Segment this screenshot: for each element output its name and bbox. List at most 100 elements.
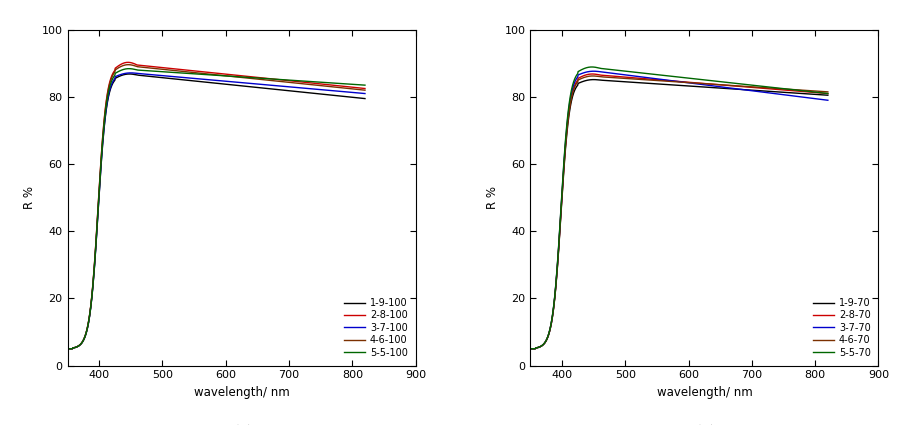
4-6-70 [587, 74, 598, 79]
X-axis label: wavelength/ nm: wavelength/ nm [194, 386, 289, 399]
5-5-70 [543, 332, 554, 337]
Line: 1-9-70: 1-9-70 [531, 79, 828, 348]
1-9-70 [714, 85, 725, 91]
2-8-100 [235, 73, 246, 78]
3-7-100 [125, 70, 136, 75]
Line: 5-5-100: 5-5-100 [68, 69, 365, 348]
3-7-100 [62, 346, 73, 351]
1-9-100 [252, 85, 263, 90]
4-6-100 [359, 88, 370, 93]
Line: 2-8-70: 2-8-70 [531, 74, 828, 348]
2-8-70 [714, 82, 725, 88]
3-7-70 [698, 82, 709, 87]
2-8-70 [751, 85, 761, 90]
3-7-70 [714, 84, 725, 89]
Line: 4-6-100: 4-6-100 [68, 65, 365, 348]
3-7-100 [319, 88, 330, 93]
2-8-70 [698, 81, 709, 86]
5-5-100 [252, 76, 263, 81]
3-7-70 [751, 89, 761, 94]
3-7-100 [288, 85, 299, 90]
1-9-100 [80, 332, 91, 337]
2-8-70 [543, 332, 554, 337]
3-7-100 [359, 91, 370, 96]
1-9-70 [698, 85, 709, 90]
4-6-70 [714, 82, 725, 87]
3-7-70 [823, 98, 833, 103]
5-5-70 [698, 77, 709, 82]
1-9-100 [319, 92, 330, 97]
1-9-100 [288, 89, 299, 94]
4-6-70 [543, 332, 554, 337]
Text: (b): (b) [694, 424, 715, 425]
4-6-70 [781, 87, 792, 92]
1-9-100 [359, 96, 370, 101]
Line: 4-6-70: 4-6-70 [531, 76, 828, 348]
Line: 3-7-70: 3-7-70 [531, 71, 828, 348]
2-8-70 [587, 71, 597, 76]
1-9-100 [243, 84, 254, 89]
1-9-70 [706, 85, 717, 90]
4-6-70 [525, 346, 536, 351]
2-8-70 [525, 346, 536, 351]
5-5-70 [706, 78, 717, 83]
Y-axis label: R %: R % [23, 186, 36, 209]
5-5-70 [714, 79, 725, 84]
X-axis label: wavelength/ nm: wavelength/ nm [657, 386, 752, 399]
5-5-100 [288, 78, 299, 83]
1-9-100 [235, 83, 246, 88]
5-5-100 [123, 66, 134, 71]
3-7-100 [243, 81, 254, 86]
1-9-70 [588, 77, 599, 82]
5-5-70 [823, 91, 833, 96]
2-8-100 [319, 82, 330, 87]
4-6-100 [243, 76, 254, 81]
Line: 2-8-100: 2-8-100 [68, 62, 365, 348]
1-9-70 [823, 93, 833, 98]
2-8-100 [359, 86, 370, 91]
3-7-70 [588, 69, 599, 74]
5-5-100 [319, 80, 330, 85]
1-9-70 [525, 346, 536, 351]
4-6-70 [751, 85, 761, 90]
2-8-100 [288, 79, 299, 84]
2-8-70 [781, 88, 792, 93]
1-9-70 [543, 332, 554, 337]
4-6-100 [319, 83, 330, 88]
2-8-70 [706, 82, 717, 87]
4-6-100 [80, 332, 91, 337]
4-6-100 [252, 76, 263, 82]
5-5-70 [781, 86, 792, 91]
2-8-70 [823, 91, 833, 96]
Line: 1-9-100: 1-9-100 [68, 74, 365, 348]
Line: 3-7-100: 3-7-100 [68, 73, 365, 348]
4-6-100 [62, 346, 73, 351]
4-6-100 [123, 62, 133, 67]
2-8-100 [80, 331, 91, 336]
Y-axis label: R %: R % [486, 186, 499, 209]
5-5-100 [80, 332, 91, 337]
3-7-100 [252, 82, 263, 87]
3-7-100 [235, 80, 246, 85]
5-5-70 [525, 346, 536, 351]
5-5-100 [235, 74, 246, 79]
2-8-100 [123, 60, 133, 65]
3-7-100 [80, 332, 91, 337]
1-9-100 [62, 346, 73, 351]
1-9-100 [124, 71, 135, 76]
Legend: 1-9-100, 2-8-100, 3-7-100, 4-6-100, 5-5-100: 1-9-100, 2-8-100, 3-7-100, 4-6-100, 5-5-… [341, 295, 411, 361]
1-9-70 [781, 90, 792, 95]
1-9-70 [751, 88, 761, 93]
5-5-70 [587, 65, 597, 70]
5-5-100 [359, 82, 370, 88]
4-6-70 [698, 81, 709, 86]
3-7-70 [706, 83, 717, 88]
3-7-70 [781, 93, 792, 98]
4-6-70 [823, 89, 833, 94]
3-7-70 [525, 346, 536, 351]
5-5-70 [751, 83, 761, 88]
4-6-100 [235, 75, 246, 80]
4-6-70 [706, 82, 717, 87]
2-8-100 [62, 346, 73, 351]
5-5-100 [62, 346, 73, 351]
